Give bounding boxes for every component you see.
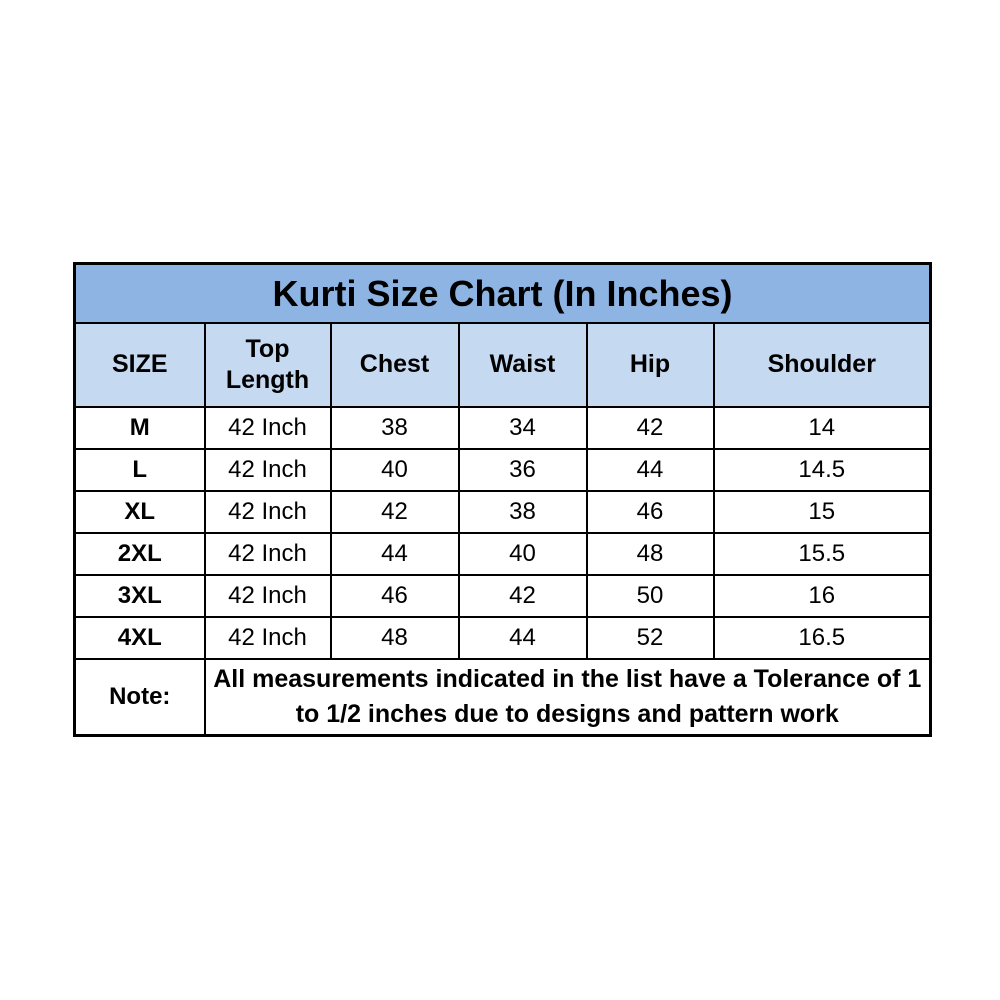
cell-chest: 44 xyxy=(329,532,460,576)
cell-hip: 42 xyxy=(585,406,715,450)
table-row-4xl: 4XL 42 Inch 48 44 52 16.5 xyxy=(73,616,932,660)
cell-chest: 38 xyxy=(329,406,460,450)
cell-chest: 46 xyxy=(329,574,460,618)
cell-top-length: 42 Inch xyxy=(203,490,332,534)
cell-shoulder: 14 xyxy=(712,406,932,450)
column-header-size: SIZE xyxy=(73,322,206,408)
size-chart-table: Kurti Size Chart (In Inches) SIZE Top Le… xyxy=(73,262,933,737)
cell-chest: 40 xyxy=(329,448,460,492)
table-row-xl: XL 42 Inch 42 38 46 15 xyxy=(73,490,932,534)
cell-size: 4XL xyxy=(73,616,206,660)
column-header-row: SIZE Top Length Chest Waist Hip Shoulder xyxy=(73,322,932,408)
cell-waist: 40 xyxy=(457,532,588,576)
cell-hip: 46 xyxy=(585,490,715,534)
cell-shoulder: 16.5 xyxy=(712,616,932,660)
cell-waist: 44 xyxy=(457,616,588,660)
cell-shoulder: 15.5 xyxy=(712,532,932,576)
cell-top-length: 42 Inch xyxy=(203,406,332,450)
cell-top-length: 42 Inch xyxy=(203,616,332,660)
cell-hip: 48 xyxy=(585,532,715,576)
cell-shoulder: 14.5 xyxy=(712,448,932,492)
cell-size: M xyxy=(73,406,206,450)
cell-hip: 50 xyxy=(585,574,715,618)
cell-size: XL xyxy=(73,490,206,534)
note-text: All measurements indicated in the list h… xyxy=(203,658,932,736)
cell-top-length: 42 Inch xyxy=(203,448,332,492)
cell-size: L xyxy=(73,448,206,492)
table-row-3xl: 3XL 42 Inch 46 42 50 16 xyxy=(73,574,932,618)
table-row-2xl: 2XL 42 Inch 44 40 48 15.5 xyxy=(73,532,932,576)
cell-shoulder: 16 xyxy=(712,574,932,618)
cell-shoulder: 15 xyxy=(712,490,932,534)
chart-title: Kurti Size Chart (In Inches) xyxy=(73,262,932,324)
note-row: Note: All measurements indicated in the … xyxy=(73,658,932,736)
column-header-hip: Hip xyxy=(585,322,715,408)
cell-waist: 42 xyxy=(457,574,588,618)
column-header-shoulder: Shoulder xyxy=(712,322,932,408)
column-header-chest: Chest xyxy=(329,322,460,408)
cell-size: 2XL xyxy=(73,532,206,576)
cell-hip: 52 xyxy=(585,616,715,660)
column-header-top-length: Top Length xyxy=(203,322,332,408)
cell-hip: 44 xyxy=(585,448,715,492)
table-row-m: M 42 Inch 38 34 42 14 xyxy=(73,406,932,450)
cell-waist: 38 xyxy=(457,490,588,534)
cell-waist: 34 xyxy=(457,406,588,450)
cell-top-length: 42 Inch xyxy=(203,532,332,576)
cell-waist: 36 xyxy=(457,448,588,492)
cell-size: 3XL xyxy=(73,574,206,618)
column-header-waist: Waist xyxy=(457,322,588,408)
table-row-l: L 42 Inch 40 36 44 14.5 xyxy=(73,448,932,492)
cell-top-length: 42 Inch xyxy=(203,574,332,618)
note-label: Note: xyxy=(73,658,206,736)
cell-chest: 42 xyxy=(329,490,460,534)
cell-chest: 48 xyxy=(329,616,460,660)
title-row: Kurti Size Chart (In Inches) xyxy=(73,262,932,324)
